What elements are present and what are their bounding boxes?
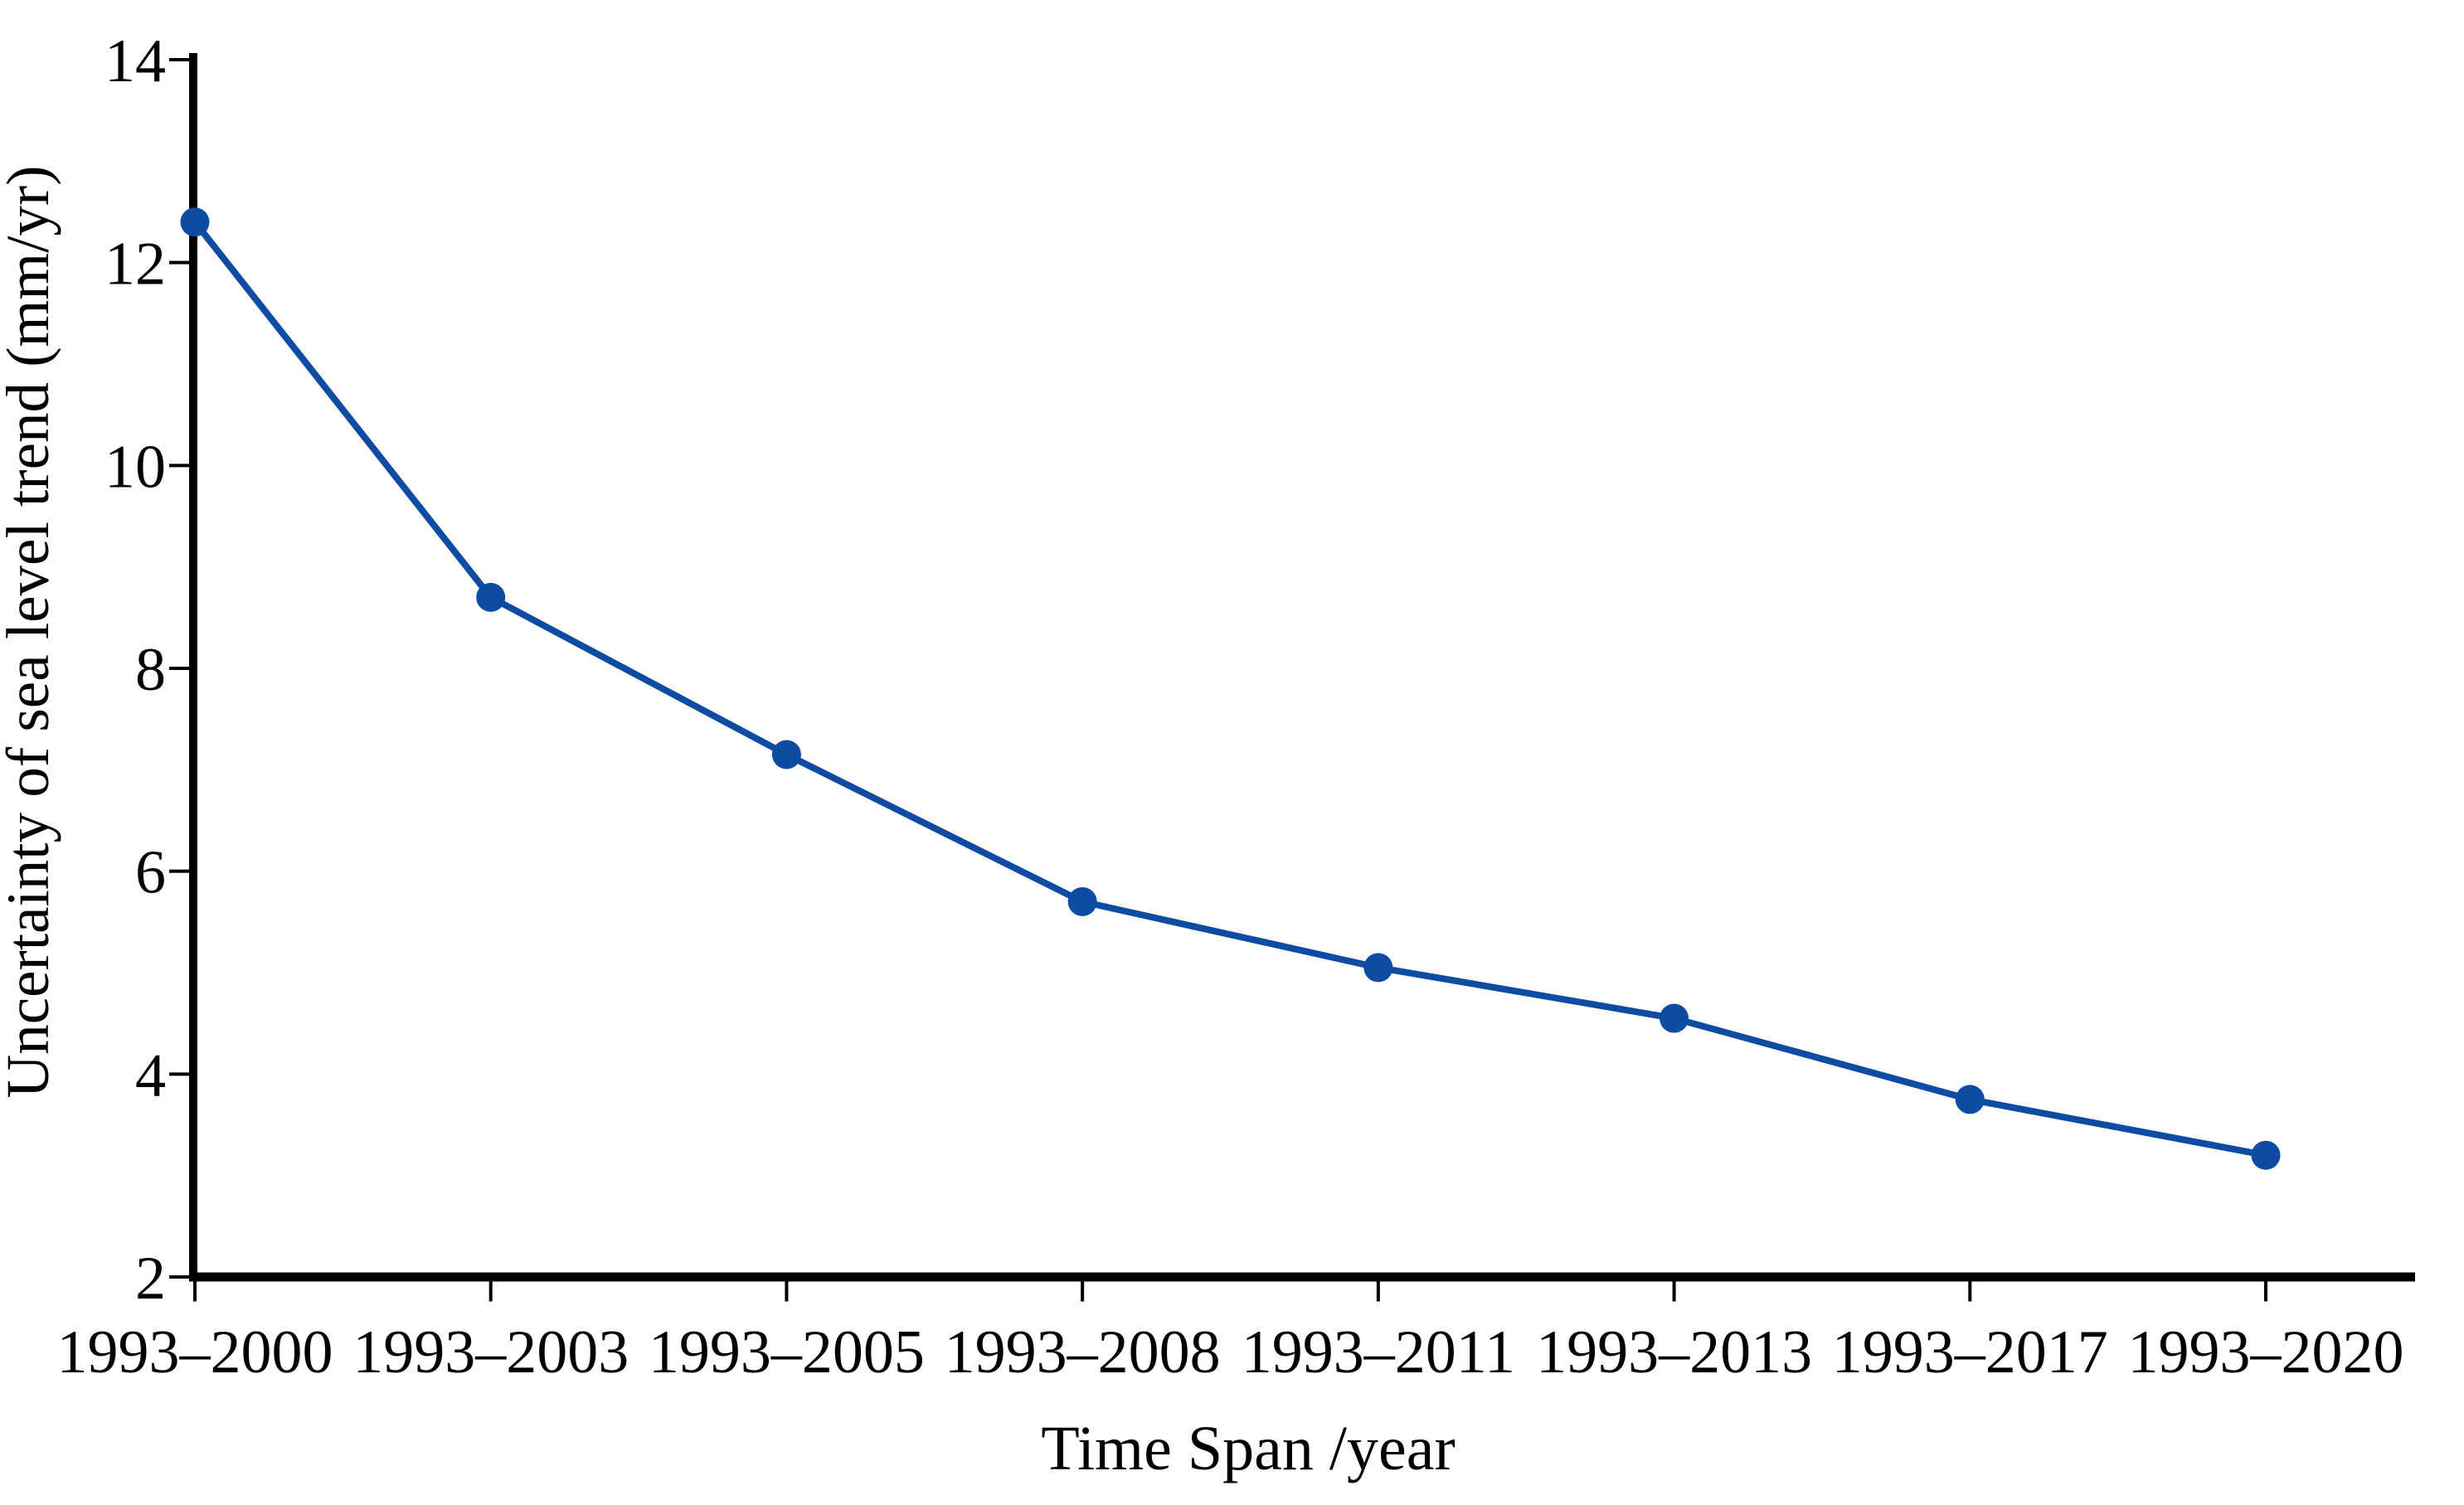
y-tick-label: 2 xyxy=(135,1245,166,1313)
x-tick-label: 1993–2008 xyxy=(945,1318,1221,1386)
x-tick-label: 1993–2013 xyxy=(1536,1318,1812,1386)
data-point-marker xyxy=(2251,1140,2281,1170)
x-tick-label: 1993–2003 xyxy=(352,1318,629,1386)
series-layer xyxy=(180,207,2281,1170)
x-tick-label: 1993–2011 xyxy=(1242,1318,1515,1386)
data-point-marker xyxy=(1660,1003,1689,1033)
y-axis-title: Uncertainty of sea level trend (mm/yr) xyxy=(0,166,61,1099)
x-tick-label: 1993–2020 xyxy=(2128,1318,2404,1386)
x-tick-label: 1993–2017 xyxy=(1832,1318,2108,1386)
trend-line xyxy=(192,218,2269,1159)
y-tick-label: 14 xyxy=(104,27,166,95)
x-axis-title: Time Span /year xyxy=(1041,1414,1456,1483)
x-tick-label: 1993–2005 xyxy=(649,1318,925,1386)
x-tick-label: 1993–2000 xyxy=(57,1318,333,1386)
axes-layer: 2 4 6 8 10 12 14 1993–2000 1993–2003 1993–2005 199… xyxy=(57,27,2415,1386)
y-tick-label: 6 xyxy=(135,839,166,907)
data-point-marker xyxy=(180,207,210,237)
data-point-marker xyxy=(1955,1085,1985,1114)
data-point-marker xyxy=(1067,886,1097,916)
data-point-marker xyxy=(476,582,506,612)
data-point-marker xyxy=(1363,953,1393,983)
y-tick-label: 8 xyxy=(135,636,166,704)
data-point-marker xyxy=(771,740,801,769)
y-tick-label: 12 xyxy=(104,231,166,299)
y-tick-label: 10 xyxy=(104,433,166,501)
y-tick-label: 4 xyxy=(135,1041,166,1109)
